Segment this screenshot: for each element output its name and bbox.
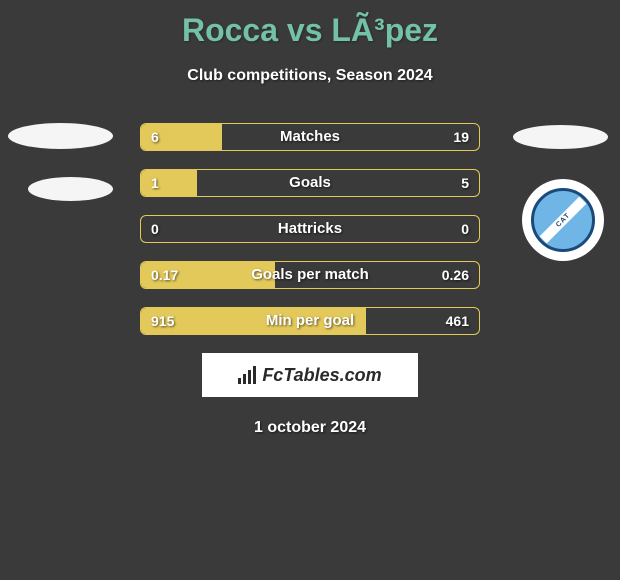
comparison-subtitle: Club competitions, Season 2024 [0,67,620,85]
stat-label: Goals per match [141,262,479,288]
bar-chart-icon [238,366,256,384]
cat-badge-text: CAT [540,197,587,244]
stat-right-value: 0.26 [442,262,469,288]
stat-right-value: 5 [461,170,469,196]
stat-row: 915 Min per goal 461 [140,307,480,335]
stat-row: 0.17 Goals per match 0.26 [140,261,480,289]
stat-row: 1 Goals 5 [140,169,480,197]
stat-label: Goals [141,170,479,196]
stat-label: Matches [141,124,479,150]
stat-right-value: 0 [461,216,469,242]
stats-bars: 6 Matches 19 1 Goals 5 0 Hattricks 0 0.1… [140,123,480,335]
stat-right-value: 19 [453,124,469,150]
stat-label: Min per goal [141,308,479,334]
stat-row: 0 Hattricks 0 [140,215,480,243]
stat-right-value: 461 [446,308,469,334]
team-left-logo-1 [8,123,113,149]
brand-text: FcTables.com [262,365,381,386]
cat-badge: CAT [531,188,595,252]
comparison-title: Rocca vs LÃ³pez [0,0,620,49]
team-right-logo-1 [513,125,608,149]
brand-box[interactable]: FcTables.com [202,353,418,397]
team-left-logo-2 [28,177,113,201]
team-right-logo-2: CAT [522,179,604,261]
stat-label: Hattricks [141,216,479,242]
date-text: 1 october 2024 [0,419,620,437]
content-area: CAT 6 Matches 19 1 Goals 5 0 Hattricks 0… [0,123,620,437]
stat-row: 6 Matches 19 [140,123,480,151]
